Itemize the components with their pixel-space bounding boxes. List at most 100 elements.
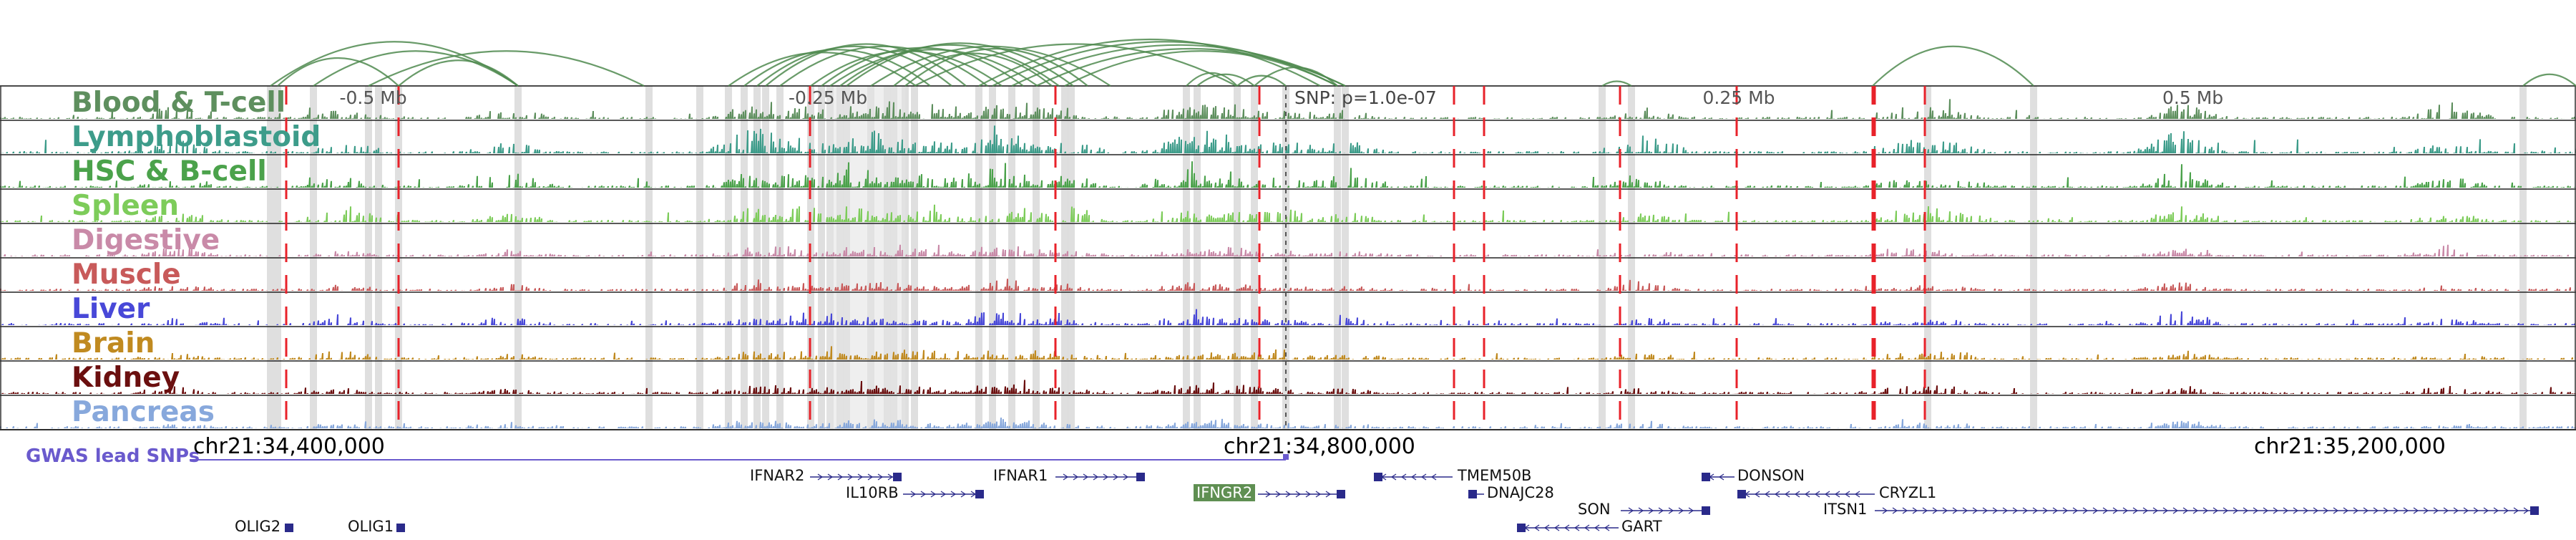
strand-arrow-icon xyxy=(1430,473,1437,481)
gene-label-ifnar2: IFNAR2 xyxy=(750,467,805,484)
interaction-arc xyxy=(829,49,1038,87)
strand-arrow-icon xyxy=(2182,507,2189,514)
interaction-arc xyxy=(846,42,1074,87)
strand-arrow-icon xyxy=(1113,473,1119,481)
interaction-arc xyxy=(810,50,1002,87)
gene-label-dnajc28: DNAJC28 xyxy=(1487,484,1554,501)
track-signal xyxy=(0,204,2576,222)
gwas-lead-snp-mark xyxy=(1283,454,1289,460)
track-label: Blood & T-cell xyxy=(72,87,286,119)
strand-arrow-icon xyxy=(1648,507,1654,514)
strand-arrow-icon xyxy=(1824,491,1830,498)
strand-arrow-icon xyxy=(2152,507,2159,514)
strand-arrow-icon xyxy=(2132,507,2139,514)
track-signal xyxy=(0,125,2576,153)
strand-arrow-icon xyxy=(2142,507,2149,514)
strand-arrow-icon xyxy=(2012,507,2019,514)
strand-arrow-icon xyxy=(2233,507,2239,514)
gene-label-olig2: OLIG2 xyxy=(235,518,281,535)
interaction-arc xyxy=(914,43,1237,87)
strand-arrow-icon xyxy=(2323,507,2329,514)
track-signal xyxy=(0,99,2576,119)
strand-arrow-icon xyxy=(1678,507,1684,514)
strand-arrow-icon xyxy=(1325,491,1332,498)
strand-arrow-icon xyxy=(2212,507,2219,514)
strand-arrow-icon xyxy=(2202,507,2209,514)
gene-label-tmem50b: TMEM50B xyxy=(1458,467,1532,484)
strand-arrow-icon xyxy=(2263,507,2269,514)
interaction-arc xyxy=(2522,73,2576,87)
strand-arrow-icon xyxy=(2503,507,2509,514)
gene-exon xyxy=(285,524,293,532)
strand-arrow-icon xyxy=(2373,507,2379,514)
strand-arrow-icon xyxy=(1764,491,1770,498)
strand-arrow-icon xyxy=(2062,507,2069,514)
strand-arrow-icon xyxy=(2383,507,2389,514)
coordinate-label: chr21:34,400,000 xyxy=(193,434,385,459)
strand-arrow-icon xyxy=(2493,507,2499,514)
strand-arrow-icon xyxy=(1912,507,1918,514)
strand-arrow-icon xyxy=(2363,507,2369,514)
strand-arrow-icon xyxy=(2443,507,2449,514)
strand-arrow-icon xyxy=(2313,507,2319,514)
strand-arrow-icon xyxy=(930,491,937,498)
track-signal xyxy=(0,244,2576,256)
interaction-arc xyxy=(1601,80,1632,87)
strand-arrow-icon xyxy=(1563,524,1570,531)
interaction-arc xyxy=(893,52,1053,87)
strand-arrow-icon xyxy=(1390,473,1397,481)
strand-arrow-icon xyxy=(2393,507,2399,514)
gene-exon xyxy=(893,473,902,481)
strand-arrow-icon xyxy=(2413,507,2419,514)
gene-label-ifngr2: IFNGR2 xyxy=(1194,484,1256,501)
coordinate-label: chr21:35,200,000 xyxy=(2254,434,2446,459)
scale-label: -0.5 Mb xyxy=(339,87,407,108)
strand-arrow-icon xyxy=(1265,491,1272,498)
strand-arrow-icon xyxy=(2513,507,2519,514)
strand-arrow-icon xyxy=(2082,507,2089,514)
strand-arrow-icon xyxy=(2002,507,2009,514)
strand-arrow-icon xyxy=(2423,507,2429,514)
strand-arrow-icon xyxy=(1982,507,1989,514)
strand-arrow-icon xyxy=(1093,473,1099,481)
strand-arrow-icon xyxy=(847,473,854,481)
gene-label-gart: GART xyxy=(1621,518,1662,535)
strand-arrow-icon xyxy=(1952,507,1958,514)
strand-arrow-icon xyxy=(1902,507,1908,514)
strand-arrow-icon xyxy=(1400,473,1407,481)
gene-exon xyxy=(1337,490,1345,498)
interaction-arc xyxy=(1872,45,2034,87)
strand-arrow-icon xyxy=(2192,507,2199,514)
strand-arrow-icon xyxy=(910,491,917,498)
gene-label-itsn1: ITSN1 xyxy=(1823,501,1868,518)
strand-arrow-icon xyxy=(2172,507,2179,514)
strand-arrow-icon xyxy=(1804,491,1810,498)
interaction-arc xyxy=(992,41,1338,87)
track-label: Kidney xyxy=(72,362,180,394)
interaction-arc xyxy=(779,45,988,87)
strand-arrow-icon xyxy=(817,473,824,481)
strand-arrow-icon xyxy=(2403,507,2409,514)
strand-arrow-icon xyxy=(1942,507,1948,514)
strand-arrow-icon xyxy=(887,473,894,481)
strand-arrow-icon xyxy=(1103,473,1109,481)
strand-arrow-icon xyxy=(2253,507,2259,514)
track-signal xyxy=(0,279,2576,291)
interaction-arc xyxy=(743,49,931,87)
strand-arrow-icon xyxy=(1962,507,1968,514)
snp-pvalue-annotation: SNP: p=1.0e-07 xyxy=(1294,87,1437,108)
gene-exon xyxy=(1374,473,1382,481)
strand-arrow-icon xyxy=(1628,507,1634,514)
strand-arrow-icon xyxy=(2333,507,2339,514)
strand-arrow-icon xyxy=(1754,491,1760,498)
strand-arrow-icon xyxy=(2343,507,2349,514)
interaction-arc xyxy=(839,44,1060,87)
strand-arrow-icon xyxy=(2122,507,2129,514)
strand-arrow-icon xyxy=(1718,473,1724,481)
gene-label-donson: DONSON xyxy=(1737,467,1805,484)
interaction-arc xyxy=(368,50,645,87)
gene-label-olig1: OLIG1 xyxy=(348,518,394,535)
strand-arrow-icon xyxy=(1083,473,1089,481)
strand-arrow-icon xyxy=(1275,491,1282,498)
